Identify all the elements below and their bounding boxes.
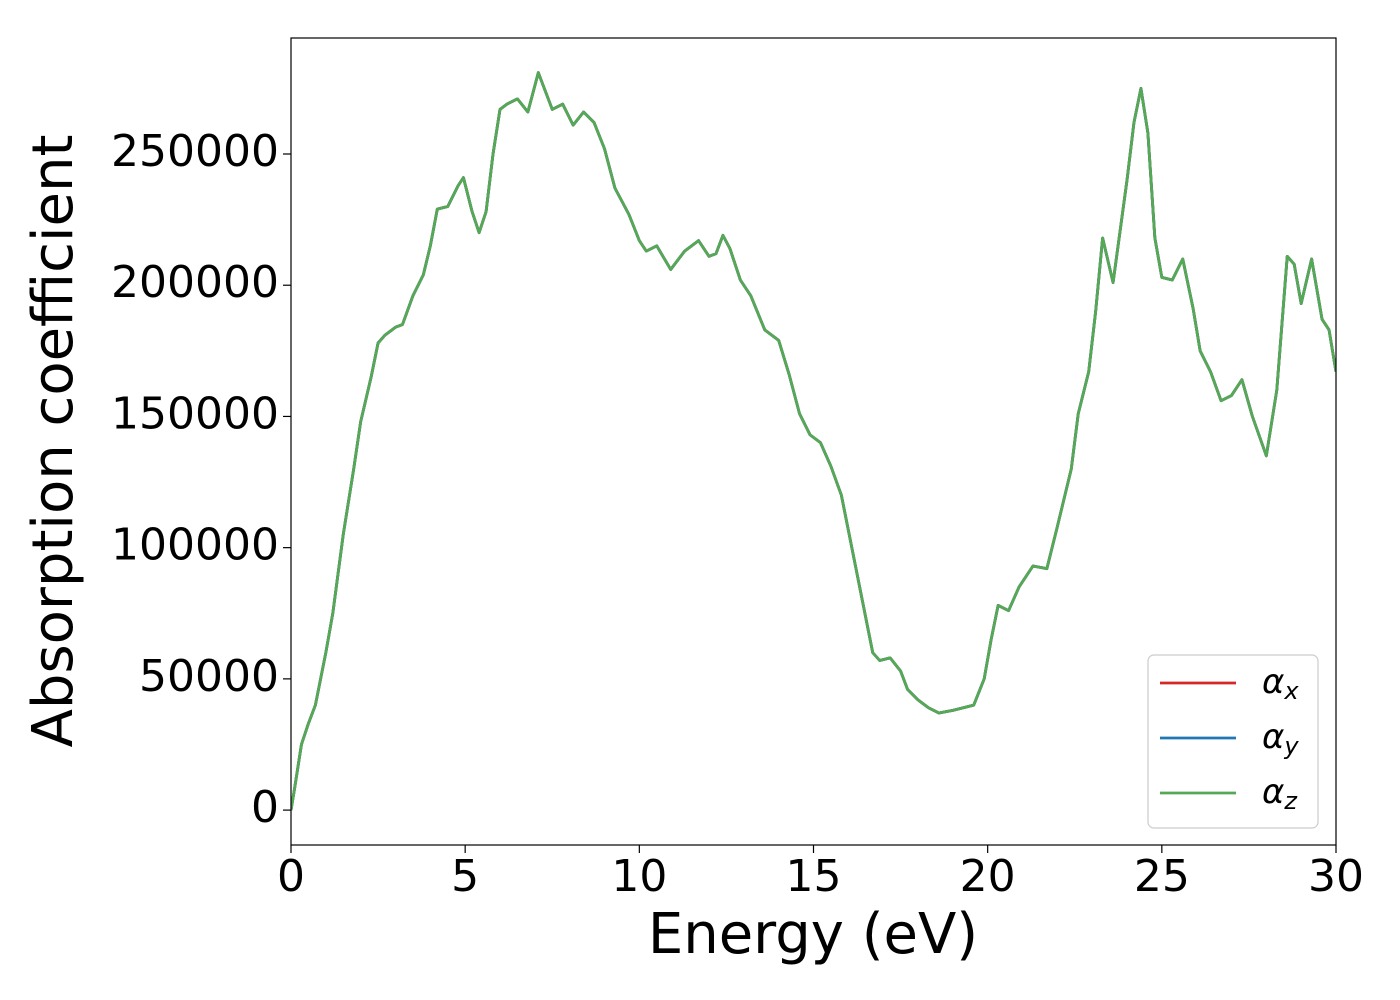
legend-label: αy [1262, 717, 1299, 761]
data-line [291, 71, 1336, 811]
x-tick-label: 10 [611, 851, 667, 902]
y-axis-label: Absorption coefficient [21, 135, 86, 748]
x-tick-label: 5 [451, 851, 479, 902]
x-tick-label: 20 [960, 851, 1016, 902]
y-tick-label: 200000 [111, 257, 279, 308]
y-tick-label: 50000 [139, 651, 279, 702]
x-tick-label: 15 [786, 851, 842, 902]
y-tick-label: 0 [251, 782, 279, 833]
x-axis-label: Energy (eV) [648, 902, 978, 967]
y-tick-label: 150000 [111, 388, 279, 439]
legend-box [1147, 654, 1319, 829]
x-tick-label: 25 [1134, 851, 1190, 902]
legend-label: αz [1262, 772, 1298, 816]
legend-label: αx [1262, 662, 1299, 706]
x-tick-label: 0 [277, 851, 305, 902]
y-tick-label: 100000 [111, 520, 279, 571]
x-tick-label: 30 [1308, 851, 1364, 902]
y-tick-label: 250000 [111, 126, 279, 177]
plot-frame [290, 37, 1337, 846]
